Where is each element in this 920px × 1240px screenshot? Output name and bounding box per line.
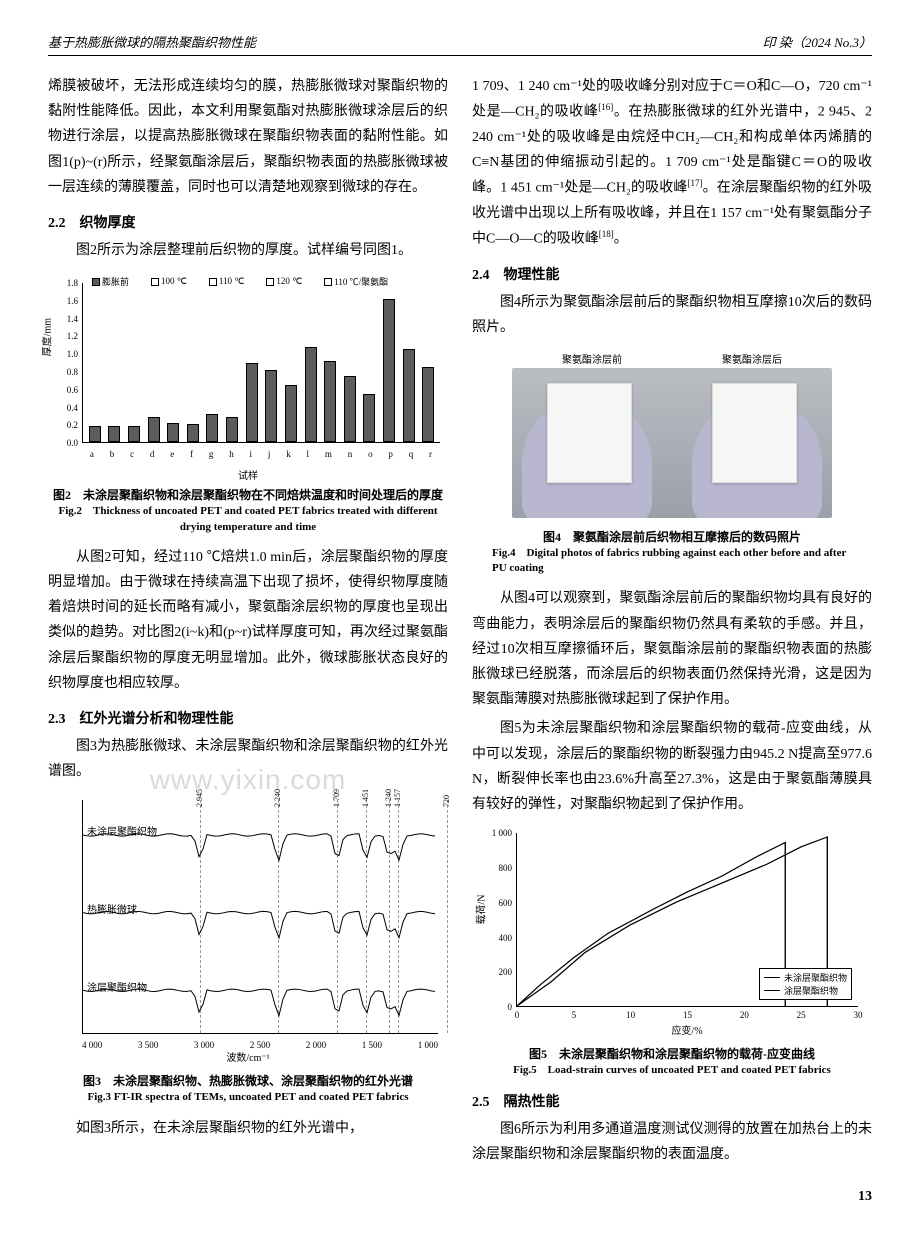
page-root: 基于热膨胀微球的隔热聚酯织物性能 印 染（2024 No.3） 烯膜被破坏，无法… [0,0,920,1237]
fig4-photo-labels: 聚氨酯涂层前 聚氨酯涂层后 [512,351,832,366]
legend-row-2: 涂层聚酯织物 [764,984,847,997]
para-ftir-discuss: 1 709、1 240 cm⁻¹处的吸收峰分别对应于C＝O和C—O，720 cm… [472,74,872,252]
section-2-3: 2.3 红外光谱分析和物理性能 [48,708,448,728]
fig2-caption-cn: 图2 未涂层聚酯织物和涂层聚酯织物在不同焙烘温度和时间处理后的厚度 [48,486,448,504]
two-column-layout: 烯膜被破坏，无法形成连续均匀的膜，热膨胀微球对聚酯织物的黏附性能降低。因此，本文… [48,74,872,1171]
left-column: 烯膜被破坏，无法形成连续均匀的膜，热膨胀微球对聚酯织物的黏附性能降低。因此，本文… [48,74,448,1171]
legend-label-1: 未涂层聚酯织物 [784,971,847,984]
right-column: 1 709、1 240 cm⁻¹处的吸收峰分别对应于C＝O和C—O，720 cm… [472,74,872,1171]
para-fig2-intro: 图2所示为涂层整理前后织物的厚度。试样编号同图1。 [48,238,448,263]
fabric-before [547,383,632,483]
ref-18: [18] [599,229,614,239]
fig2-bars [83,283,440,442]
fig2-chart: 膨胀前100 ℃110 ℃120 ℃110 ℃/聚氨酯 厚度/mm 0.00.2… [52,273,444,463]
fig2-plot [82,283,440,443]
fig2-caption-en: Fig.2 Thickness of uncoated PET and coat… [48,504,448,535]
text-span: 。 [614,232,628,247]
fig4-photo-box: 聚氨酯涂层前 聚氨酯涂层后 [512,351,832,518]
para-fig5-discuss: 图5为未涂层聚酯织物和涂层聚酯织物的载荷-应变曲线，从中可以发现，涂层后的聚酯织… [472,716,872,817]
page-number: 13 [48,1189,872,1205]
ref-17: [17] [688,178,703,188]
fig3-xlabel: 波数/cm⁻¹ [52,1049,444,1064]
section-2-4: 2.4 物理性能 [472,264,872,284]
fig4-caption-en: Fig.4 Digital photos of fabrics rubbing … [472,546,872,577]
fig5-caption-cn: 图5 未涂层聚酯织物和涂层聚酯织物的载荷-应变曲线 [472,1045,872,1063]
para-fig3-lead: 如图3所示，在未涂层聚酯织物的红外光谱中， [48,1116,448,1141]
photo-label-after: 聚氨酯涂层后 [722,351,782,366]
ref-16: [16] [598,102,613,112]
fig5-yaxis: 02004006008001 000 [476,833,514,1007]
fig5-plot: 未涂层聚酯织物 涂层聚酯织物 051015202530 [516,833,858,1007]
fig5-legend: 未涂层聚酯织物 涂层聚酯织物 [759,968,852,1000]
section-2-5: 2.5 隔热性能 [472,1091,872,1111]
legend-row-1: 未涂层聚酯织物 [764,971,847,984]
fig5-caption-en: Fig.5 Load-strain curves of uncoated PET… [472,1063,872,1078]
fig2-xlabel: 试样 [48,467,448,482]
section-2-2: 2.2 织物厚度 [48,212,448,232]
para-continued: 烯膜被破坏，无法形成连续均匀的膜，热膨胀微球对聚酯织物的黏附性能降低。因此，本文… [48,74,448,200]
fig3-chart: 2 9452 2401 7091 4511 2401 157720未涂层聚酯织物… [52,794,444,1064]
legend-line-icon [764,977,780,978]
legend-label-2: 涂层聚酯织物 [784,984,838,997]
page-header: 基于热膨胀微球的隔热聚酯织物性能 印 染（2024 No.3） [48,32,872,56]
fig5-xlabel: 应变/% [516,1022,858,1037]
para-fig6-intro: 图6所示为利用多通道温度测试仪测得的放置在加热台上的未涂层聚酯织物和涂层聚酯织物… [472,1117,872,1167]
para-fig4-discuss: 从图4可以观察到，聚氨酯涂层前后的聚酯织物均具有良好的弯曲能力，表明涂层后的聚酯… [472,586,872,712]
figure-4: 聚氨酯涂层前 聚氨酯涂层后 图4 聚氨酯涂层前后织物相互摩擦后的数码照片 Fig… [472,351,872,577]
fig3-caption-en: Fig.3 FT-IR spectra of TEMs, uncoated PE… [48,1090,448,1105]
photo-label-before: 聚氨酯涂层前 [562,351,622,366]
legend-line-icon [764,990,780,991]
fig2-xticks: abcdefghijklmnopqr [82,449,440,459]
para-fig2-discuss: 从图2可知，经过110 ℃焙烘1.0 min后，涂层聚酯织物的厚度明显增加。由于… [48,545,448,696]
fabric-after [712,383,797,483]
fig4-photo [512,368,832,518]
header-journal: 印 染（2024 No.3） [763,32,872,51]
para-fig3-intro: 图3为热膨胀微球、未涂层聚酯织物和涂层聚酯织物的红外光谱图。 [48,734,448,784]
header-title: 基于热膨胀微球的隔热聚酯织物性能 [48,32,256,51]
figure-5: 载荷/N 02004006008001 000 未涂层聚酯织物 涂层聚酯织物 0… [472,827,872,1078]
para-fig4-intro: 图4所示为聚氨酯涂层前后的聚酯织物相互摩擦10次后的数码照片。 [472,290,872,340]
fig3-plot: 2 9452 2401 7091 4511 2401 157720未涂层聚酯织物… [82,800,438,1034]
fig4-caption-cn: 图4 聚氨酯涂层前后织物相互摩擦后的数码照片 [472,528,872,546]
figure-2: 膨胀前100 ℃110 ℃120 ℃110 ℃/聚氨酯 厚度/mm 0.00.2… [48,273,448,535]
fig5-chart: 载荷/N 02004006008001 000 未涂层聚酯织物 涂层聚酯织物 0… [476,827,868,1037]
fig3-caption-cn: 图3 未涂层聚酯织物、热膨胀微球、涂层聚酯织物的红外光谱 [48,1072,448,1090]
fig2-yaxis: 0.00.20.40.60.81.01.21.41.61.8 [52,273,80,443]
figure-3: 2 9452 2401 7091 4511 2401 157720未涂层聚酯织物… [48,794,448,1105]
